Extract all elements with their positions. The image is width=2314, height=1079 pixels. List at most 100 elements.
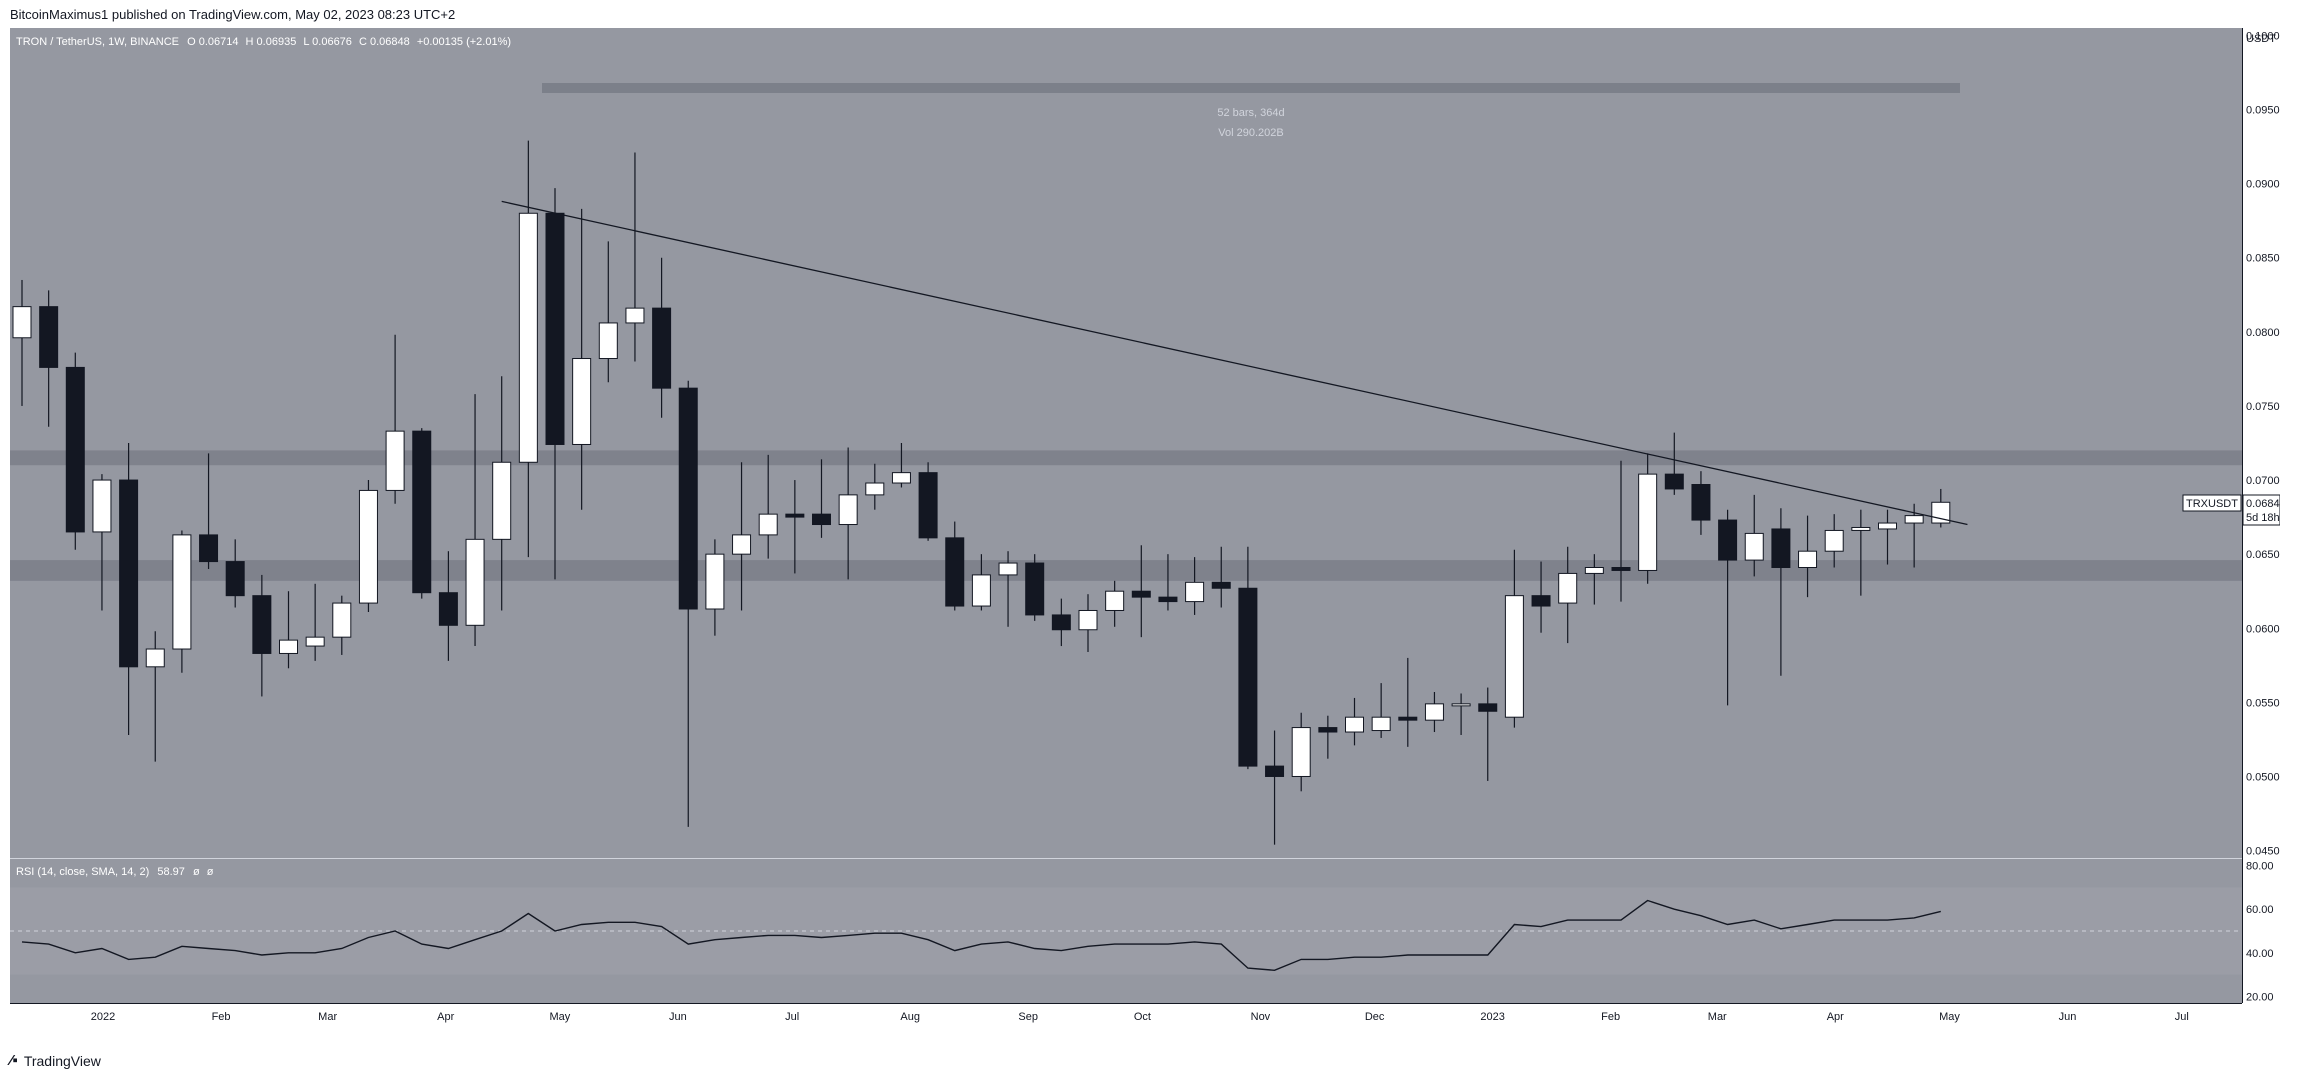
candle[interactable]: [572, 208, 592, 510]
candle-body: [1664, 473, 1684, 490]
measure-range-bar[interactable]: [542, 83, 1960, 93]
candle[interactable]: [252, 574, 272, 697]
candle[interactable]: [1611, 460, 1631, 602]
candle[interactable]: [652, 257, 672, 418]
candle[interactable]: [12, 279, 32, 406]
candle[interactable]: [1131, 545, 1151, 638]
candle[interactable]: [92, 474, 112, 611]
candle[interactable]: [332, 595, 352, 655]
candle-body: [518, 212, 538, 463]
candle[interactable]: [705, 539, 725, 636]
candle-body: [1051, 614, 1071, 631]
candle[interactable]: [1584, 554, 1604, 605]
candle[interactable]: [1265, 730, 1285, 845]
candle[interactable]: [1025, 554, 1045, 621]
candle[interactable]: [545, 188, 565, 580]
price-tag[interactable]: TRXUSDT 0.06848 5d 18h: [2182, 494, 2286, 526]
candle[interactable]: [1158, 554, 1178, 611]
candle[interactable]: [1878, 509, 1897, 565]
candle[interactable]: [1531, 561, 1551, 633]
candle[interactable]: [279, 591, 298, 669]
candle[interactable]: [1558, 546, 1578, 644]
time-ticks-group: 2022 Feb Mar Apr May Jun Jul Aug Sep Oct Nov Dec 202…: [91, 1011, 2189, 1023]
candle[interactable]: [1371, 683, 1391, 738]
candle[interactable]: [678, 380, 698, 827]
support-zone[interactable]: [10, 560, 2242, 581]
candle[interactable]: [65, 352, 85, 550]
candle-body: [1851, 526, 1871, 531]
candle[interactable]: [1798, 515, 1818, 598]
candle-body: [705, 553, 725, 610]
candle[interactable]: [199, 453, 219, 569]
candle[interactable]: [625, 152, 645, 362]
candle[interactable]: [172, 530, 192, 673]
candle[interactable]: [971, 554, 991, 611]
candle[interactable]: [1718, 509, 1738, 706]
candle[interactable]: [998, 551, 1018, 627]
candle[interactable]: [1744, 494, 1764, 577]
candle[interactable]: [838, 447, 858, 580]
candle[interactable]: [1904, 503, 1924, 568]
candle[interactable]: [865, 463, 885, 510]
time-axis-bg[interactable]: [10, 1003, 2242, 1028]
candle[interactable]: [598, 241, 618, 383]
candle[interactable]: [1398, 657, 1418, 747]
candle[interactable]: [918, 462, 938, 541]
candle-body: [305, 636, 325, 647]
rsi-line[interactable]: [21, 899, 1941, 972]
rsi-label: RSI (14, close, SMA, 14, 2): [16, 866, 149, 878]
candle[interactable]: [1185, 557, 1205, 615]
candle[interactable]: [1078, 594, 1098, 652]
price-tick-label: 0.04500: [2246, 846, 2280, 858]
candle[interactable]: [305, 583, 325, 661]
right-axis-bg[interactable]: [2242, 28, 2280, 1028]
candle-body: [945, 537, 965, 607]
candle-body: [812, 513, 831, 526]
resistance-zone[interactable]: [10, 450, 2242, 466]
candle[interactable]: [1345, 697, 1364, 746]
candle[interactable]: [438, 551, 458, 661]
candle-body: [465, 538, 485, 626]
candle[interactable]: [1478, 687, 1498, 781]
candle[interactable]: [1771, 508, 1791, 676]
candle[interactable]: [945, 521, 965, 611]
candle-body: [1211, 581, 1231, 589]
candle[interactable]: [225, 539, 245, 608]
candle[interactable]: [1664, 432, 1684, 495]
candle[interactable]: [1638, 453, 1658, 584]
candle[interactable]: [758, 454, 778, 559]
candle[interactable]: [1291, 712, 1311, 792]
candle[interactable]: [1211, 546, 1231, 608]
candle-body: [1824, 529, 1844, 552]
candle-body: [652, 307, 672, 389]
candle[interactable]: [119, 443, 139, 735]
candle[interactable]: [1451, 693, 1471, 735]
candle[interactable]: [1691, 471, 1711, 535]
candle[interactable]: [518, 140, 538, 558]
candle[interactable]: [1824, 514, 1844, 568]
candle[interactable]: [465, 394, 485, 647]
candle[interactable]: [39, 290, 59, 427]
candle[interactable]: [492, 376, 512, 611]
candle[interactable]: [1851, 509, 1871, 596]
candle[interactable]: [785, 480, 805, 574]
candle-body: [332, 602, 352, 638]
candle[interactable]: [1424, 692, 1444, 733]
price-chart[interactable]: 52 bars, 364d Vol 290.202B TRON / Tether…: [10, 28, 2286, 1028]
candle[interactable]: [1504, 549, 1524, 728]
candle[interactable]: [1051, 598, 1071, 647]
publish-header: BitcoinMaximus1 published on TradingView…: [0, 0, 2314, 28]
descending-trendline[interactable]: [501, 200, 1968, 526]
candle[interactable]: [145, 631, 165, 762]
candle[interactable]: [412, 428, 432, 599]
candle[interactable]: [812, 459, 831, 538]
candle[interactable]: [1105, 580, 1125, 627]
candle[interactable]: [1318, 715, 1338, 759]
candle[interactable]: [732, 462, 752, 611]
candle[interactable]: [891, 443, 911, 488]
time-tick-label: Mar: [318, 1011, 337, 1023]
candle[interactable]: [385, 334, 405, 504]
candle[interactable]: [358, 480, 378, 612]
candle[interactable]: [1238, 546, 1258, 770]
